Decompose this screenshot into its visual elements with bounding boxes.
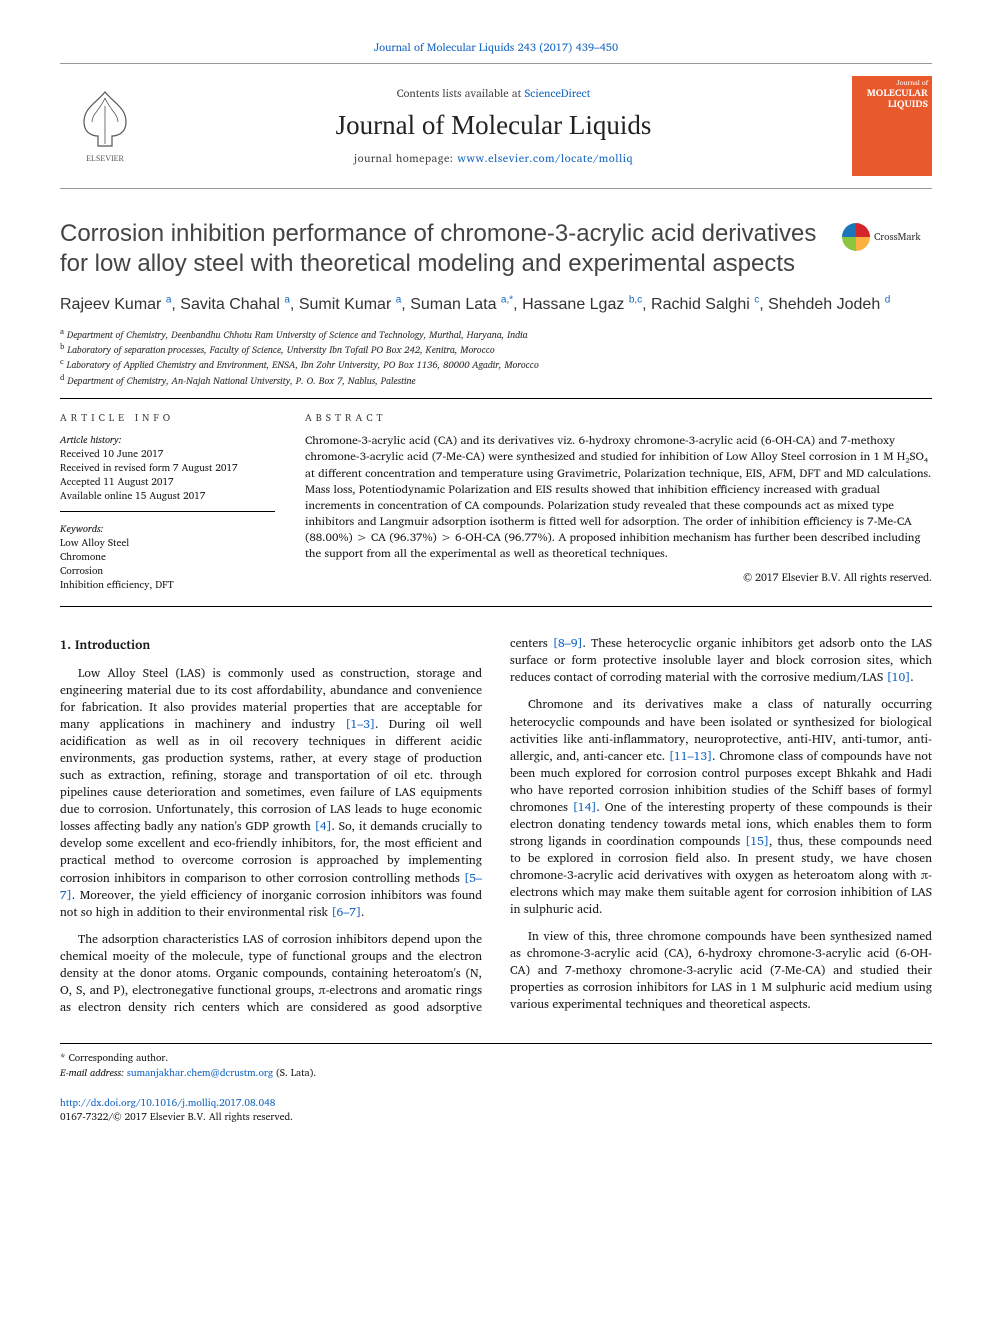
abstract-heading: abstract bbox=[305, 411, 932, 425]
contents-line: Contents lists available at ScienceDirec… bbox=[150, 86, 837, 101]
history-heading: Article history: bbox=[60, 433, 275, 447]
corresponding-email[interactable]: sumanjakhar.chem@dcrustm.org bbox=[127, 1065, 273, 1081]
masthead: ELSEVIER Contents lists available at Sci… bbox=[60, 63, 932, 189]
crossmark-badge[interactable]: CrossMark bbox=[842, 219, 932, 255]
abstract-text: Chromone-3-acrylic acid (CA) and its der… bbox=[305, 433, 932, 562]
doi-link[interactable]: http://dx.doi.org/10.1016/j.molliq.2017.… bbox=[60, 1096, 932, 1110]
section-1-heading: 1. Introduction bbox=[60, 637, 482, 655]
keyword-1: Chromone bbox=[60, 550, 275, 564]
contents-prefix: Contents lists available at bbox=[397, 84, 525, 102]
history-received: Received 10 June 2017 bbox=[60, 447, 275, 461]
author-3: Sumit Kumar bbox=[299, 296, 391, 313]
affiliation-d: Department of Chemistry, An-Najah Nation… bbox=[67, 374, 415, 389]
article-history: Article history: Received 10 June 2017 R… bbox=[60, 433, 275, 512]
author-7: Shehdeh Jodeh bbox=[768, 296, 880, 313]
ref-10[interactable]: [10] bbox=[887, 668, 911, 687]
elsevier-logo-wrap: ELSEVIER bbox=[60, 76, 150, 176]
doi-block: http://dx.doi.org/10.1016/j.molliq.2017.… bbox=[60, 1096, 932, 1124]
issn-copyright: 0167-7322/© 2017 Elsevier B.V. All right… bbox=[60, 1110, 932, 1124]
homepage-line: journal homepage: www.elsevier.com/locat… bbox=[150, 151, 837, 166]
author-7-aff: d bbox=[885, 295, 891, 306]
author-2-aff: a bbox=[284, 295, 290, 306]
affiliation-b: Laboratory of separation processes, Facu… bbox=[67, 343, 495, 358]
keyword-3: Inhibition efficiency, DFT bbox=[60, 578, 275, 592]
author-1: Rajeev Kumar bbox=[60, 296, 161, 313]
article-title: Corrosion inhibition performance of chro… bbox=[60, 219, 822, 279]
top-citation[interactable]: Journal of Molecular Liquids 243 (2017) … bbox=[60, 40, 932, 55]
author-5-aff: b,c bbox=[629, 295, 642, 306]
author-4-star: * bbox=[509, 295, 513, 306]
crossmark-label: CrossMark bbox=[874, 230, 921, 244]
crossmark-icon bbox=[842, 223, 870, 251]
intro-p4: In view of this, three chromone compound… bbox=[510, 928, 932, 1013]
intro-p3: Chromone and its derivatives make a clas… bbox=[510, 696, 932, 917]
abstract-copyright: © 2017 Elsevier B.V. All rights reserved… bbox=[305, 570, 932, 585]
affiliations: a Department of Chemistry, Deenbandhu Ch… bbox=[60, 327, 932, 389]
author-2: Savita Chahal bbox=[180, 296, 280, 313]
sciencedirect-link[interactable]: ScienceDirect bbox=[525, 84, 591, 102]
journal-cover-thumb: Journal of MOLECULAR LIQUIDS bbox=[852, 76, 932, 176]
history-online: Available online 15 August 2017 bbox=[60, 489, 275, 503]
history-accepted: Accepted 11 August 2017 bbox=[60, 475, 275, 489]
history-revised: Received in revised form 7 August 2017 bbox=[60, 461, 275, 475]
footer-corresponding: * Corresponding author. E-mail address: … bbox=[60, 1043, 932, 1079]
homepage-prefix: journal homepage: bbox=[354, 149, 457, 167]
authors-list: Rajeev Kumar a, Savita Chahal a, Sumit K… bbox=[60, 293, 932, 316]
keyword-0: Low Alloy Steel bbox=[60, 536, 275, 550]
author-3-aff: a bbox=[396, 295, 402, 306]
journal-name: Journal of Molecular Liquids bbox=[150, 107, 837, 145]
ref-6-7[interactable]: [6–7] bbox=[331, 903, 361, 922]
author-6-aff: c bbox=[754, 295, 759, 306]
email-label: E-mail address: bbox=[60, 1065, 127, 1081]
homepage-link[interactable]: www.elsevier.com/locate/molliq bbox=[457, 149, 633, 167]
author-6: Rachid Salghi bbox=[651, 296, 750, 313]
author-5: Hassane Lgaz bbox=[522, 296, 624, 313]
keywords-heading: Keywords: bbox=[60, 522, 275, 536]
cover-text-3: LIQUIDS bbox=[888, 96, 928, 112]
affiliation-c: Laboratory of Applied Chemistry and Envi… bbox=[66, 359, 538, 374]
affiliation-a: Department of Chemistry, Deenbandhu Chho… bbox=[67, 328, 528, 343]
email-suffix: (S. Lata). bbox=[273, 1065, 316, 1081]
body-columns: 1. Introduction Low Alloy Steel (LAS) is… bbox=[60, 635, 932, 1019]
article-info-heading: article info bbox=[60, 411, 275, 425]
keyword-2: Corrosion bbox=[60, 564, 275, 578]
intro-p1: Low Alloy Steel (LAS) is commonly used a… bbox=[60, 665, 482, 920]
author-4: Suman Lata bbox=[410, 296, 496, 313]
author-1-aff: a bbox=[166, 295, 172, 306]
keywords-block: Keywords: Low Alloy Steel Chromone Corro… bbox=[60, 522, 275, 592]
elsevier-tree-icon: ELSEVIER bbox=[70, 86, 140, 166]
svg-text:ELSEVIER: ELSEVIER bbox=[86, 154, 124, 163]
author-4-aff: a, bbox=[501, 295, 509, 306]
